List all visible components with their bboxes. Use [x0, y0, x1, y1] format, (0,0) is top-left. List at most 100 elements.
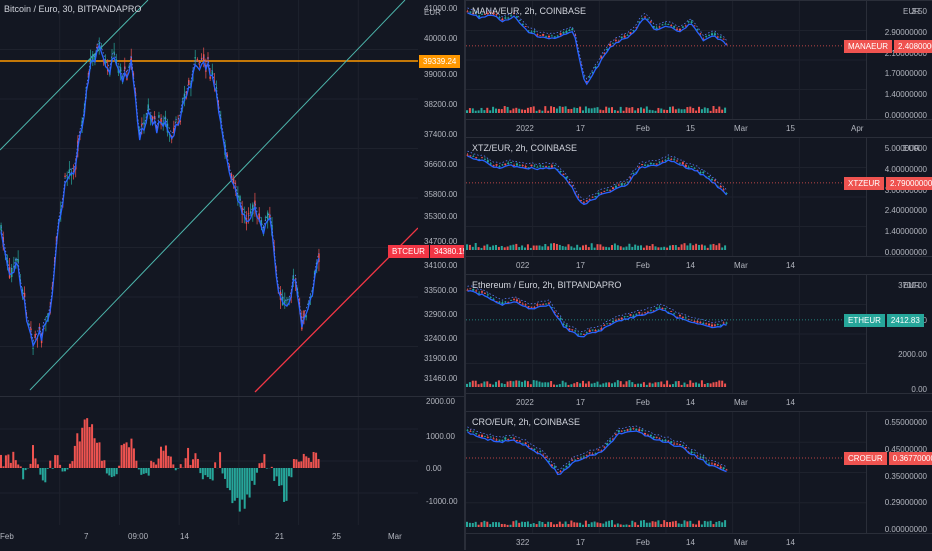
mini-price-chart[interactable] — [466, 138, 866, 256]
oscillator-bar — [288, 468, 290, 476]
oscillator-bar — [96, 443, 98, 468]
btc-symbol-label: BTCEUR — [388, 245, 429, 258]
candle-body — [574, 331, 576, 332]
volume-bar — [541, 382, 543, 387]
volume-bar — [521, 522, 523, 527]
oscillator-bar — [180, 464, 182, 468]
volume-bar — [715, 382, 717, 387]
main-chart-pane[interactable]: Bitcoin / Euro, 30, BITPANDAPRO — [0, 0, 418, 396]
volume-bar — [472, 108, 474, 113]
volume-bar — [634, 384, 636, 387]
volume-bar — [489, 384, 491, 387]
oscillator-bar — [32, 445, 34, 468]
oscillator-bar — [310, 462, 312, 468]
price-tick: 31460.00 — [424, 374, 457, 383]
mini-price-chart[interactable] — [466, 275, 866, 393]
volume-bar — [631, 247, 633, 250]
volume-bar — [695, 524, 697, 527]
volume-bar — [489, 110, 491, 113]
candle-body — [650, 163, 652, 164]
volume-bar — [689, 380, 691, 387]
oscillator-bar — [47, 468, 49, 469]
candle-body — [539, 165, 541, 166]
main-price-chart[interactable] — [0, 0, 418, 396]
volume-bar — [539, 245, 541, 250]
candle-body — [475, 291, 477, 292]
candle-body — [516, 300, 518, 302]
oscillator-bar — [283, 468, 285, 502]
candle-body — [484, 159, 486, 160]
candle-body — [519, 302, 521, 303]
oscillator-bars — [0, 418, 320, 511]
oscillator-bar — [126, 442, 128, 468]
oscillator-bar — [315, 453, 317, 468]
oscillator-bar — [121, 445, 123, 468]
volume-bar — [724, 108, 726, 113]
volume-bar — [657, 382, 659, 387]
oscillator-bar — [116, 468, 118, 474]
volume-bar — [530, 384, 532, 387]
candle-body — [699, 457, 701, 458]
time-tick: 21 — [275, 532, 284, 541]
candle-body — [676, 444, 678, 445]
oscillator-bar — [143, 468, 145, 474]
candle-body — [664, 308, 666, 309]
candle-body — [586, 332, 588, 333]
volume-bar — [599, 110, 601, 113]
candle-body — [466, 430, 468, 431]
main-pane-separator[interactable] — [0, 396, 464, 397]
volume-bar — [553, 107, 555, 113]
candle-body — [609, 190, 611, 191]
candle-body — [644, 165, 646, 166]
mini-price-tick: 0.55000000 — [885, 418, 927, 427]
volume-bar — [536, 524, 538, 527]
band-line — [468, 151, 727, 199]
volume-bar — [637, 525, 639, 527]
candle-body — [670, 159, 672, 160]
oscillator-pane[interactable] — [0, 397, 418, 525]
volume-bar — [489, 247, 491, 250]
mini-chart-title: Ethereum / Euro, 2h, BITPANDAPRO — [472, 280, 621, 290]
candle-body — [632, 30, 634, 31]
volume-bar — [507, 247, 509, 250]
candle-body — [667, 158, 669, 159]
candle-body — [682, 26, 684, 27]
volume-bar — [628, 525, 630, 527]
volume-bar — [652, 521, 654, 527]
candle-body — [609, 440, 611, 441]
volume-bar — [626, 381, 628, 387]
volume-bar — [721, 522, 723, 527]
oscillator-bar — [113, 468, 115, 476]
volume-bar — [640, 521, 642, 527]
mini-price-chart[interactable] — [466, 1, 866, 119]
oscillator-chart[interactable] — [0, 397, 418, 525]
volume-bar — [483, 521, 485, 527]
candle-body — [510, 300, 512, 301]
volume-bar — [626, 524, 628, 527]
volume-bar — [504, 106, 506, 113]
volume-bar — [692, 108, 694, 113]
candle-body — [513, 299, 515, 300]
volume-bar — [602, 524, 604, 527]
volume-bar — [698, 107, 700, 113]
volume-bar — [588, 381, 590, 387]
hline-price-tag: 39339.24 — [419, 55, 460, 68]
mini-symbol-label: XTZEUR — [844, 177, 884, 190]
mini-price-chart[interactable] — [466, 412, 866, 533]
volume-bar — [510, 525, 512, 527]
volume-bar — [486, 522, 488, 527]
